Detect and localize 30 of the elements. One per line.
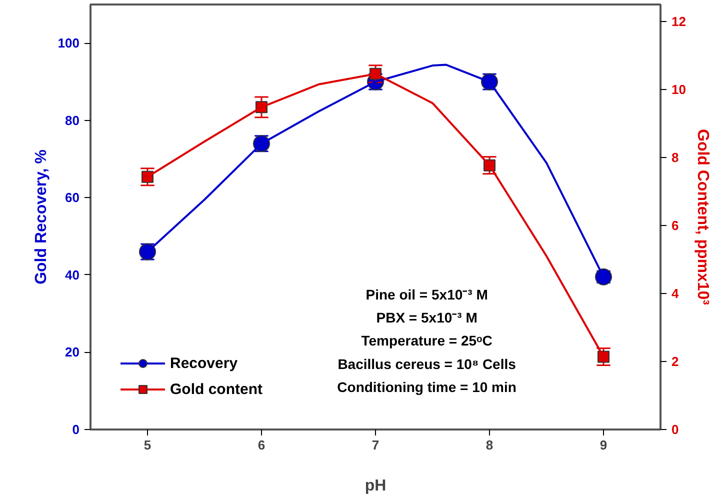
- y2-tick-label: 0: [672, 422, 679, 437]
- x-tick-label: 9: [600, 438, 608, 452]
- point: [598, 350, 610, 363]
- x-tick-label: 6: [258, 438, 266, 452]
- y2-axis-title: Gold Content, ppmx10³: [694, 129, 711, 305]
- y-tick-label: 80: [65, 112, 80, 128]
- annotation: Conditioning time = 10 min: [337, 379, 516, 395]
- point: [142, 170, 154, 183]
- y2-tick-label: 6: [672, 218, 679, 233]
- y2-tick-label: 4: [672, 286, 680, 301]
- y-tick-label: 40: [65, 267, 80, 282]
- annotation: Temperature = 25ᵒC: [361, 332, 492, 349]
- annotation: Bacillus cereus = 10⁸ Cells: [338, 356, 516, 372]
- y-axis-title: Gold Recovery, %: [32, 150, 50, 284]
- x-axis-title: pH: [364, 478, 386, 494]
- y-tick-label: 20: [65, 344, 80, 360]
- annotation: Pine oil = 5x10⁻³ M: [366, 286, 488, 302]
- y2-tick-label: 8: [672, 150, 679, 165]
- y2-tick-label: 2: [672, 354, 679, 369]
- y-tick-label: 60: [65, 190, 80, 206]
- x-tick-label: 7: [372, 438, 380, 452]
- y-tick-label: 100: [58, 36, 80, 51]
- legend-label: Gold content: [170, 380, 262, 398]
- x-tick-label: 8: [486, 438, 494, 452]
- y2-tick-label: 12: [672, 14, 686, 29]
- legend-label: Recovery: [170, 354, 238, 372]
- y-tick-label: 0: [72, 422, 80, 437]
- annotation: PBX = 5x10⁻³ M: [376, 309, 478, 326]
- x-tick-label: 5: [144, 438, 152, 452]
- y2-tick-label: 10: [672, 82, 686, 97]
